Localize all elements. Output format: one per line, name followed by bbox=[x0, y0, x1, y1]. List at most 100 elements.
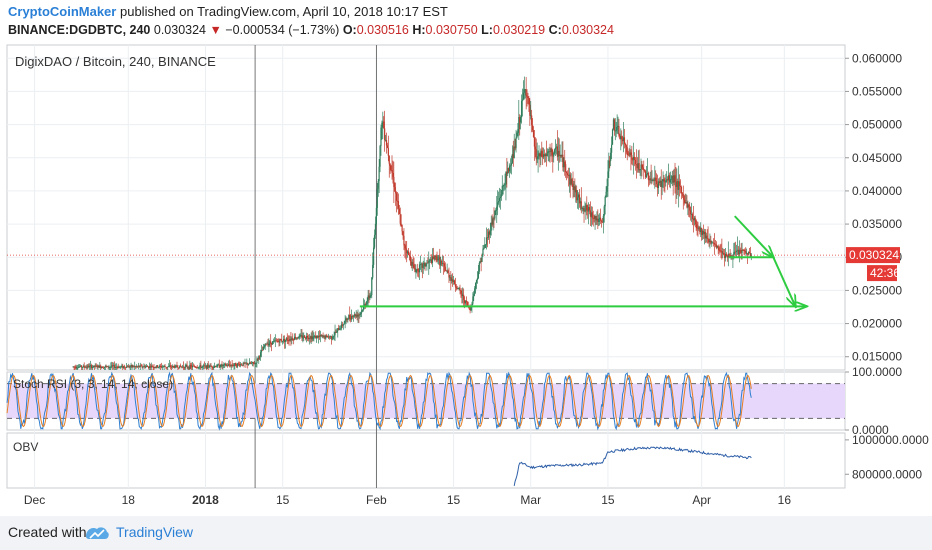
candle-body bbox=[624, 143, 626, 146]
candle-body bbox=[450, 277, 452, 281]
candle-body bbox=[565, 171, 568, 174]
candle-body bbox=[562, 154, 564, 168]
candle-body bbox=[151, 365, 153, 368]
candle-body bbox=[139, 365, 141, 368]
candle-body bbox=[690, 210, 692, 215]
candle-body bbox=[464, 300, 467, 304]
candle-body bbox=[375, 207, 377, 224]
candle-body bbox=[287, 340, 289, 341]
candle-body bbox=[195, 367, 197, 369]
chart-area[interactable]: Dec 18 2018 15 Feb 15 Mar 15 Apr 16 0.060000 0.0550… bbox=[0, 0, 932, 516]
obv-y-tick-label: 800000.0000 bbox=[852, 467, 922, 481]
candle-body bbox=[209, 365, 211, 367]
candle-body bbox=[141, 365, 143, 368]
candle-body bbox=[316, 335, 318, 339]
candle-body bbox=[252, 362, 254, 364]
candle-body bbox=[320, 335, 322, 337]
candle-body bbox=[344, 320, 346, 323]
candle-body bbox=[622, 139, 624, 142]
candle-body bbox=[747, 253, 749, 255]
tradingview-link[interactable]: TradingView bbox=[116, 524, 194, 540]
candle-body bbox=[565, 164, 567, 172]
countdown-tag-text: 42:36 bbox=[870, 266, 900, 280]
candle-body bbox=[156, 365, 158, 368]
candle-body bbox=[748, 251, 751, 254]
candle-body bbox=[422, 264, 424, 268]
candle-body bbox=[430, 259, 433, 263]
candle-body bbox=[270, 341, 272, 343]
candle-body bbox=[307, 337, 309, 340]
candle-body bbox=[368, 295, 370, 299]
publisher-link[interactable]: CryptoCoinMaker bbox=[8, 4, 117, 19]
candle-body bbox=[183, 367, 185, 369]
candle-body bbox=[495, 209, 497, 211]
candle-body bbox=[654, 177, 656, 181]
candle-body bbox=[555, 146, 558, 148]
candle-body bbox=[660, 180, 662, 188]
candle-body bbox=[439, 256, 441, 266]
candle-body bbox=[192, 365, 194, 368]
candle-body bbox=[296, 337, 298, 339]
candle-body bbox=[339, 328, 342, 330]
candle-body bbox=[454, 284, 457, 287]
candle-body bbox=[408, 254, 411, 257]
candle-body bbox=[626, 147, 628, 153]
candle-body bbox=[432, 256, 434, 259]
rsi-y-tick-label: 100.0000 bbox=[852, 365, 902, 379]
candle-body bbox=[554, 149, 556, 153]
candle-body bbox=[310, 336, 312, 339]
candle-body bbox=[326, 335, 328, 337]
candle-body bbox=[249, 362, 252, 364]
candle-body bbox=[96, 366, 98, 368]
candle-body bbox=[688, 204, 690, 207]
candle-body bbox=[646, 172, 649, 175]
candle-body bbox=[225, 363, 227, 366]
candle-body bbox=[74, 366, 76, 368]
candle-body bbox=[403, 235, 405, 246]
candle-body bbox=[84, 367, 86, 368]
candle-body bbox=[735, 251, 737, 253]
candle-body bbox=[449, 277, 451, 279]
candle-body bbox=[598, 219, 600, 222]
candle-body bbox=[687, 204, 689, 208]
candle-body bbox=[663, 179, 665, 182]
candle-body bbox=[581, 208, 583, 210]
candle-body bbox=[694, 217, 696, 220]
candle-body bbox=[602, 215, 604, 223]
candle-body bbox=[506, 171, 508, 174]
candle-body bbox=[456, 288, 458, 289]
x-tick-label: 15 bbox=[447, 493, 461, 507]
candle-body bbox=[603, 206, 605, 216]
candle-body bbox=[367, 295, 369, 301]
candle-body bbox=[472, 296, 474, 304]
candle-body bbox=[441, 261, 443, 264]
candle-body bbox=[489, 230, 491, 235]
candle-body bbox=[138, 365, 140, 368]
candle-body bbox=[529, 104, 531, 116]
candle-body bbox=[92, 365, 94, 367]
candle-body bbox=[212, 367, 214, 369]
candle-body bbox=[169, 365, 172, 367]
candle-body bbox=[440, 261, 442, 266]
candle-body bbox=[234, 363, 236, 366]
candle-body bbox=[314, 336, 316, 337]
candle-body bbox=[417, 268, 419, 272]
candle-body bbox=[389, 163, 391, 166]
candle-body bbox=[571, 179, 573, 184]
candle-body bbox=[260, 352, 262, 357]
candle-body bbox=[424, 263, 426, 267]
candle-body bbox=[396, 200, 399, 202]
candle-body bbox=[400, 223, 402, 225]
candle-body bbox=[635, 164, 638, 165]
candle-body bbox=[482, 248, 484, 255]
candle-body bbox=[211, 366, 213, 368]
candle-body bbox=[741, 250, 743, 253]
candle-body bbox=[665, 180, 667, 183]
candle-body bbox=[411, 262, 413, 266]
y-tick-label: 0.025000 bbox=[852, 283, 902, 297]
candle-body bbox=[458, 287, 460, 289]
candle-body bbox=[679, 181, 681, 187]
candle-body bbox=[239, 364, 241, 366]
candle-body bbox=[227, 364, 230, 366]
candle-body bbox=[363, 304, 366, 306]
